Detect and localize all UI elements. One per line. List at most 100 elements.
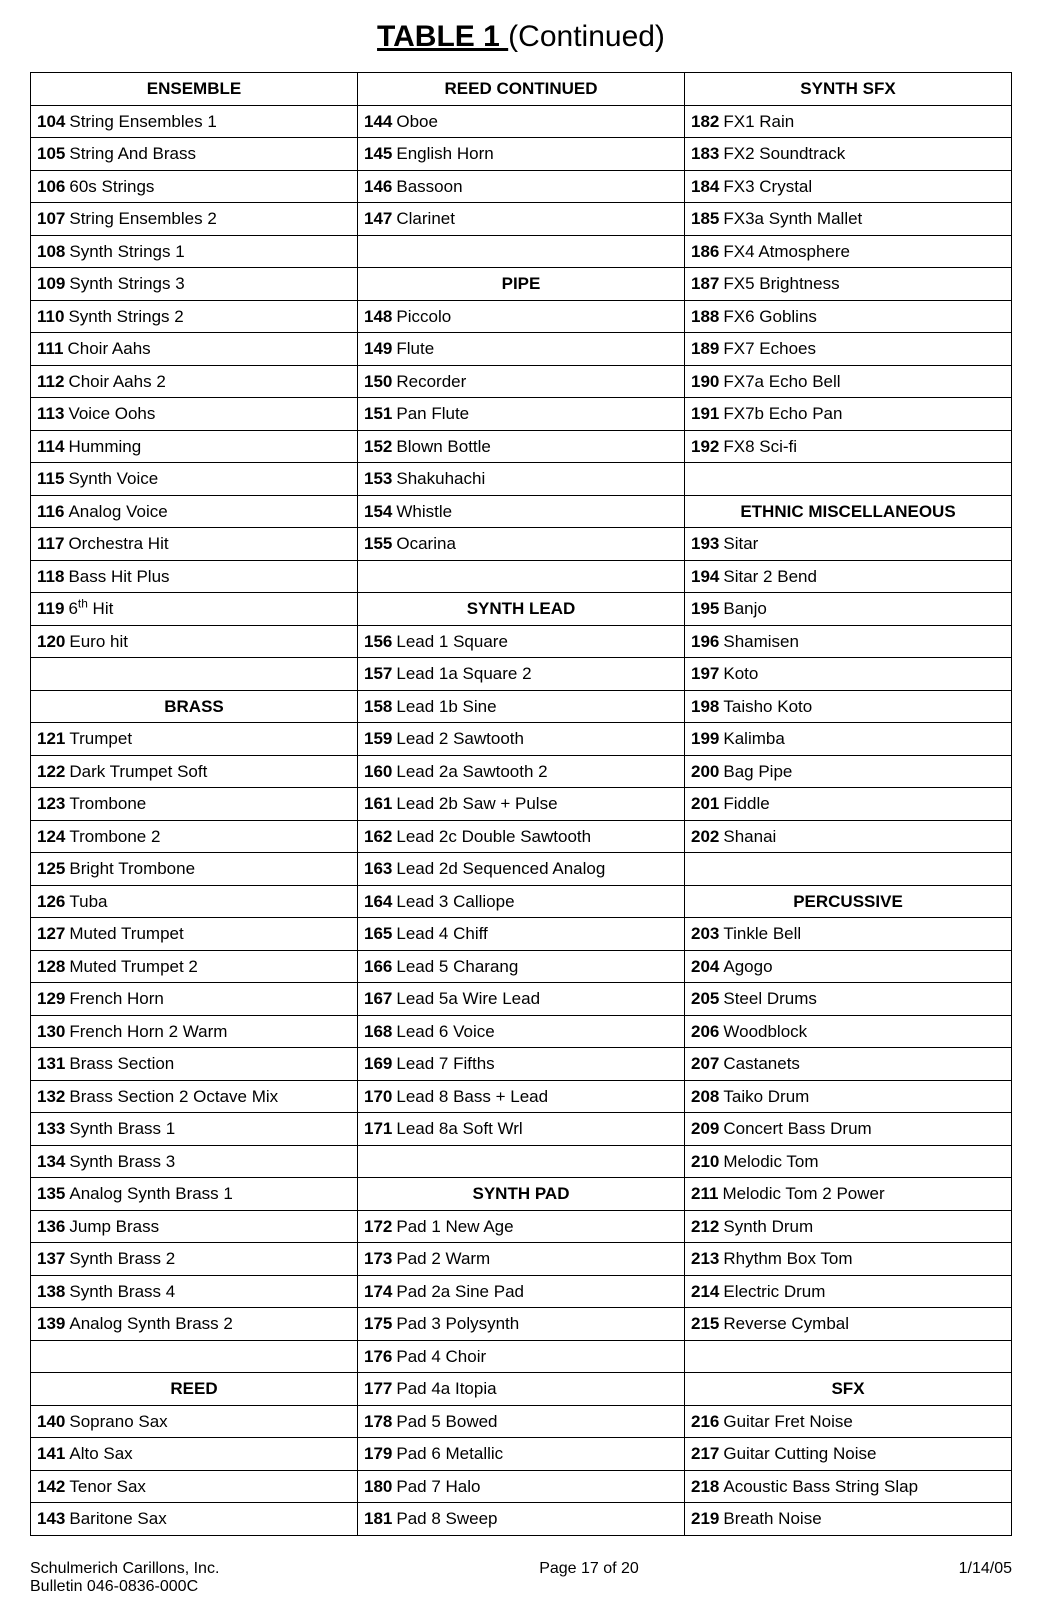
- entry-label: Melodic Tom 2 Power: [722, 1181, 884, 1207]
- table-row: 148Piccolo: [358, 301, 685, 334]
- table-row: 110Synth Strings 2: [31, 301, 358, 334]
- entry-number: 171: [364, 1116, 392, 1142]
- entry-number: 145: [364, 141, 392, 167]
- entry-label: FX7b Echo Pan: [723, 401, 842, 427]
- entry-label: Analog Synth Brass 1: [69, 1181, 232, 1207]
- table-row: 180Pad 7 Halo: [358, 1471, 685, 1504]
- entry-label: Muted Trumpet 2: [69, 954, 198, 980]
- entry-number: 120: [37, 629, 65, 655]
- table-row: 197Koto: [685, 658, 1012, 691]
- section-header: SYNTH PAD: [358, 1178, 685, 1211]
- entry-number: 140: [37, 1409, 65, 1435]
- entry-label: Flute: [396, 336, 434, 362]
- entry-number: 105: [37, 141, 65, 167]
- entry-label: Jump Brass: [69, 1214, 159, 1240]
- entry-number: 122: [37, 759, 65, 785]
- entry-number: 197: [691, 661, 719, 687]
- entry-number: 109: [37, 271, 65, 297]
- entry-number: 123: [37, 791, 65, 817]
- entry-label: Synth Strings 2: [68, 304, 183, 330]
- table-row: 166Lead 5 Charang: [358, 951, 685, 984]
- entry-label: Bright Trombone: [69, 856, 195, 882]
- table-row: 204Agogo: [685, 951, 1012, 984]
- entry-number: 159: [364, 726, 392, 752]
- section-header: PIPE: [358, 268, 685, 301]
- entry-number: 110: [37, 304, 64, 330]
- entry-label: English Horn: [396, 141, 493, 167]
- entry-label: Lead 2a Sawtooth 2: [396, 759, 547, 785]
- table-row: 216Guitar Fret Noise: [685, 1406, 1012, 1439]
- entry-number: 184: [691, 174, 719, 200]
- entry-number: 153: [364, 466, 392, 492]
- table-row: 202Shanai: [685, 821, 1012, 854]
- entry-label: Lead 5a Wire Lead: [396, 986, 540, 1012]
- entry-number: 146: [364, 174, 392, 200]
- entry-label: Lead 1a Square 2: [396, 661, 531, 687]
- blank-cell: [358, 1146, 685, 1179]
- entry-label: Ocarina: [396, 531, 456, 557]
- entry-label: Steel Drums: [723, 986, 817, 1012]
- blank-cell: [685, 1341, 1012, 1374]
- entry-number: 205: [691, 986, 719, 1012]
- entry-number: 198: [691, 694, 719, 720]
- entry-label: Concert Bass Drum: [723, 1116, 871, 1142]
- entry-number: 107: [37, 206, 65, 232]
- table-row: 151Pan Flute: [358, 398, 685, 431]
- table-row: 169Lead 7 Fifths: [358, 1048, 685, 1081]
- entry-label: Kalimba: [723, 726, 784, 752]
- entry-label: Guitar Fret Noise: [723, 1409, 852, 1435]
- table-row: 139Analog Synth Brass 2: [31, 1308, 358, 1341]
- entry-label: Pan Flute: [396, 401, 469, 427]
- entry-number: 106: [37, 174, 65, 200]
- entry-label: Acoustic Bass String Slap: [723, 1474, 918, 1500]
- table-row: 192FX8 Sci-fi: [685, 431, 1012, 464]
- entry-number: 158: [364, 694, 392, 720]
- entry-number: 148: [364, 304, 392, 330]
- entry-number: 167: [364, 986, 392, 1012]
- table-row: 124Trombone 2: [31, 821, 358, 854]
- entry-label: Bassoon: [396, 174, 462, 200]
- entry-number: 135: [37, 1181, 65, 1207]
- entry-number: 196: [691, 629, 719, 655]
- table-row: 116Analog Voice: [31, 496, 358, 529]
- entry-number: 115: [37, 466, 64, 492]
- entry-label: 60s Strings: [69, 174, 154, 200]
- entry-label: Lead 1b Sine: [396, 694, 496, 720]
- table-row: 161Lead 2b Saw + Pulse: [358, 788, 685, 821]
- entry-number: 151: [364, 401, 392, 427]
- table-row: 113Voice Oohs: [31, 398, 358, 431]
- entry-label: Synth Strings 1: [69, 239, 184, 265]
- entry-label: Shakuhachi: [396, 466, 485, 492]
- table-row: 118Bass Hit Plus: [31, 561, 358, 594]
- entry-label: Banjo: [723, 596, 766, 622]
- table-row: 105String And Brass: [31, 138, 358, 171]
- entry-number: 204: [691, 954, 719, 980]
- entry-number: 179: [364, 1441, 392, 1467]
- entry-label: FX6 Goblins: [723, 304, 817, 330]
- entry-number: 182: [691, 109, 719, 135]
- entry-label: Synth Brass 4: [69, 1279, 175, 1305]
- entry-label: Pad 4a Itopia: [396, 1376, 496, 1402]
- entry-label: Whistle: [396, 499, 452, 525]
- blank-cell: [358, 561, 685, 594]
- entry-label: Synth Drum: [723, 1214, 813, 1240]
- table-row: 183FX2 Soundtrack: [685, 138, 1012, 171]
- entry-number: 149: [364, 336, 392, 362]
- entry-label: Oboe: [396, 109, 438, 135]
- table-row: 196Shamisen: [685, 626, 1012, 659]
- entry-label: Lead 6 Voice: [396, 1019, 494, 1045]
- entry-number: 142: [37, 1474, 65, 1500]
- table-row: 172Pad 1 New Age: [358, 1211, 685, 1244]
- section-header: ENSEMBLE: [31, 73, 358, 106]
- entry-number: 217: [691, 1441, 719, 1467]
- entry-number: 162: [364, 824, 392, 850]
- entry-number: 125: [37, 856, 65, 882]
- entry-number: 136: [37, 1214, 65, 1240]
- entry-number: 208: [691, 1084, 719, 1110]
- table-row: 155Ocarina: [358, 528, 685, 561]
- entry-number: 191: [691, 401, 719, 427]
- table-row: 213Rhythm Box Tom: [685, 1243, 1012, 1276]
- table-row: 218Acoustic Bass String Slap: [685, 1471, 1012, 1504]
- entry-number: 166: [364, 954, 392, 980]
- entry-number: 178: [364, 1409, 392, 1435]
